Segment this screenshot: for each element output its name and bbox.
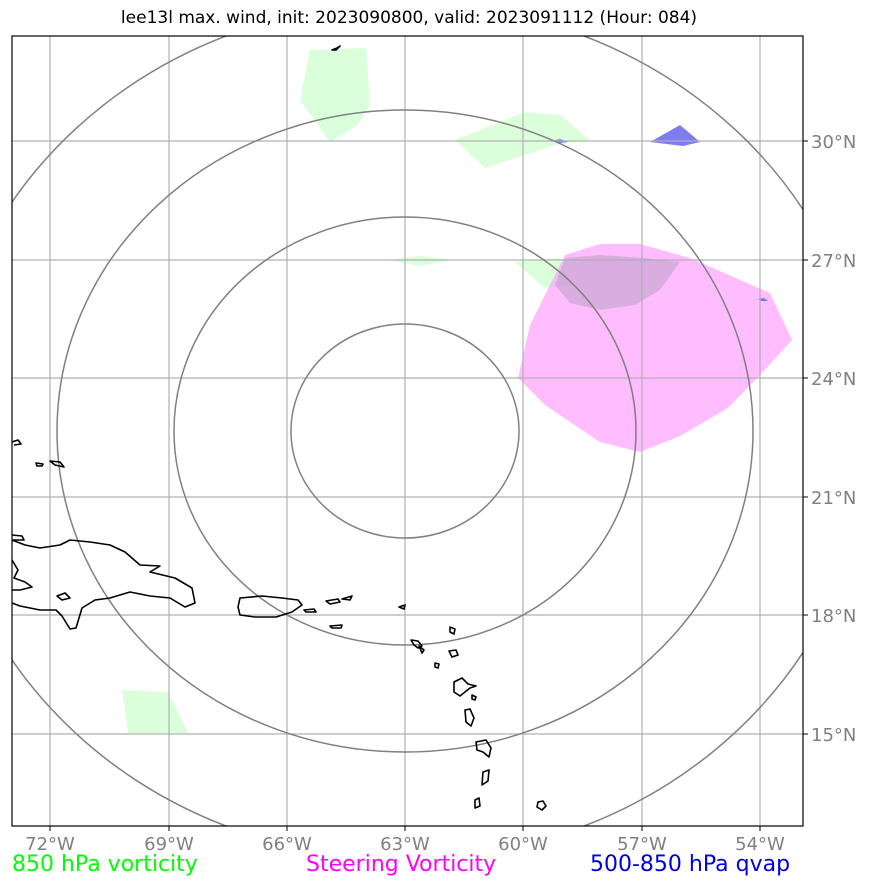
lon-label: 60°W [498, 834, 548, 855]
lon-label: 54°W [735, 834, 785, 855]
lon-label: 63°W [380, 834, 430, 855]
range-rings [12, 36, 803, 826]
map-title: lee13l max. wind, init: 2023090800, vali… [120, 8, 698, 28]
lon-label: 66°W [262, 834, 312, 855]
lon-label: 69°W [144, 834, 194, 855]
lat-label: 24°N [811, 369, 856, 390]
lat-label: 30°N [811, 132, 856, 153]
lat-label: 27°N [811, 251, 856, 272]
lon-label: 57°W [617, 834, 667, 855]
lat-label: 15°N [811, 725, 856, 746]
legend-850-vorticity: 850 hPa vorticity [12, 852, 198, 877]
legend-qvap: 500-850 hPa qvap [590, 852, 791, 877]
lat-label: 18°N [811, 606, 856, 627]
legend-steering-vorticity: Steering Vorticity [306, 852, 497, 877]
steering-vorticity-area [518, 244, 792, 452]
graticule [12, 36, 803, 826]
coastlines [12, 45, 547, 811]
lat-label: 21°N [811, 488, 856, 509]
vorticity-850-areas [122, 48, 590, 733]
lon-label: 72°W [25, 834, 75, 855]
map-frame [11, 35, 804, 827]
